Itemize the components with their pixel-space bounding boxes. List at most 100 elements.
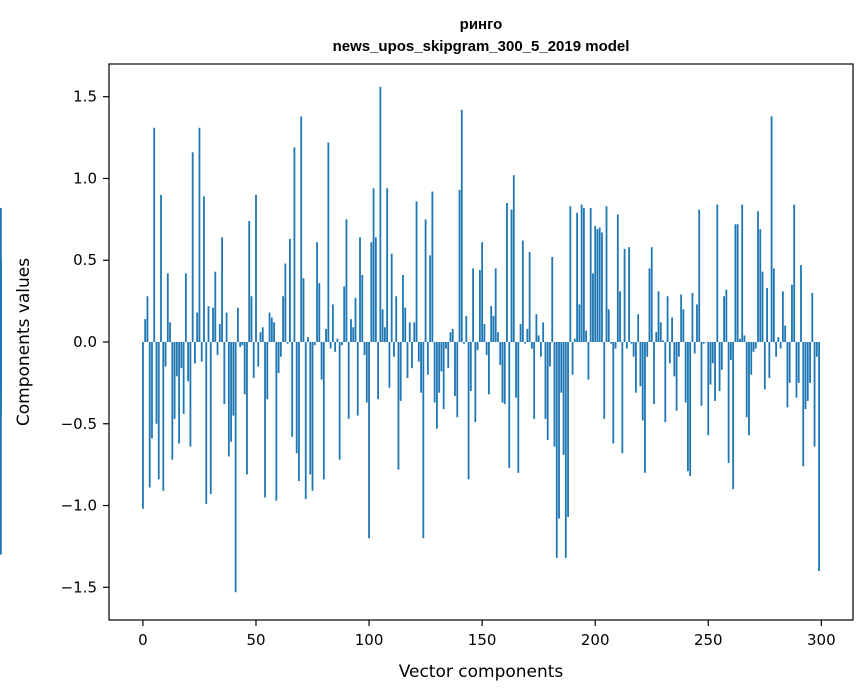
bar bbox=[381, 309, 384, 342]
bar bbox=[621, 342, 624, 454]
bar bbox=[797, 342, 800, 383]
bar bbox=[564, 342, 567, 558]
bar bbox=[411, 342, 413, 369]
bar bbox=[311, 342, 314, 491]
bar bbox=[815, 342, 818, 357]
bar bbox=[273, 322, 275, 342]
bar bbox=[657, 291, 660, 342]
bar bbox=[440, 342, 443, 372]
bar bbox=[216, 342, 219, 356]
bar bbox=[383, 327, 386, 342]
bar bbox=[191, 152, 194, 342]
bar bbox=[467, 342, 470, 480]
bar bbox=[800, 265, 802, 342]
bar bbox=[485, 342, 488, 356]
bar bbox=[761, 271, 764, 342]
bar bbox=[341, 342, 343, 346]
bar bbox=[234, 342, 237, 593]
bar bbox=[754, 342, 757, 349]
bar bbox=[732, 342, 735, 490]
bar bbox=[151, 342, 153, 439]
bar bbox=[757, 211, 759, 342]
bar bbox=[802, 342, 805, 467]
bar bbox=[488, 342, 490, 395]
bar bbox=[406, 342, 409, 378]
bar bbox=[438, 342, 441, 393]
bar bbox=[533, 342, 536, 419]
bar bbox=[243, 342, 246, 395]
bar bbox=[490, 306, 493, 342]
bar bbox=[725, 289, 728, 342]
bar bbox=[603, 342, 606, 419]
bar bbox=[237, 307, 239, 342]
bar bbox=[558, 342, 560, 519]
bar bbox=[512, 175, 515, 342]
bar bbox=[203, 196, 205, 342]
bar bbox=[569, 206, 572, 342]
y-tick-label: 1.0 bbox=[73, 169, 97, 187]
bar bbox=[698, 209, 701, 342]
bar bbox=[741, 204, 744, 342]
bar bbox=[327, 142, 330, 342]
bar bbox=[729, 342, 732, 360]
bar bbox=[623, 248, 626, 342]
bar bbox=[0, 296, 2, 342]
y-tick-label: 0.5 bbox=[73, 251, 97, 269]
chart-title: ринго bbox=[460, 16, 503, 33]
bar bbox=[277, 342, 280, 374]
x-tick-label: 250 bbox=[694, 631, 723, 649]
bar bbox=[207, 306, 210, 342]
bar bbox=[736, 224, 739, 342]
bar bbox=[331, 304, 334, 342]
bar bbox=[460, 109, 463, 342]
bar bbox=[295, 342, 298, 454]
bar bbox=[768, 342, 771, 378]
bar bbox=[417, 342, 420, 362]
bar bbox=[506, 203, 508, 342]
bar bbox=[578, 304, 581, 342]
bar bbox=[519, 324, 522, 342]
bar bbox=[153, 127, 156, 342]
bar bbox=[752, 342, 755, 352]
bar bbox=[644, 342, 646, 473]
bar bbox=[445, 342, 447, 349]
bar bbox=[601, 232, 603, 342]
bar bbox=[576, 212, 579, 342]
bar bbox=[404, 307, 407, 342]
bar bbox=[619, 291, 621, 342]
bar bbox=[451, 328, 454, 342]
bar bbox=[352, 327, 355, 342]
bar bbox=[379, 86, 382, 342]
bar bbox=[431, 191, 434, 342]
bar bbox=[607, 309, 610, 342]
bar bbox=[497, 332, 499, 342]
bar bbox=[142, 342, 144, 509]
bar bbox=[370, 242, 373, 342]
bar bbox=[232, 342, 235, 416]
bar bbox=[675, 342, 678, 411]
bar bbox=[635, 342, 637, 393]
bar bbox=[164, 342, 167, 367]
bar bbox=[745, 342, 748, 418]
bar bbox=[377, 342, 380, 400]
bar bbox=[739, 338, 741, 342]
bar bbox=[363, 342, 366, 356]
bar bbox=[318, 283, 321, 342]
y-axis-ticks: −1.5 −1.0 −0.5 0.0 0.5 1.0 1.5 bbox=[61, 88, 109, 596]
bar bbox=[214, 271, 217, 342]
bar bbox=[573, 338, 576, 342]
bar bbox=[239, 342, 242, 347]
bar bbox=[682, 309, 685, 342]
bar bbox=[454, 342, 456, 396]
bar bbox=[707, 342, 710, 436]
bar bbox=[270, 317, 273, 342]
bar bbox=[302, 278, 305, 342]
bar bbox=[395, 296, 398, 342]
bar bbox=[399, 342, 402, 401]
bar bbox=[632, 342, 635, 357]
x-tick-label: 300 bbox=[807, 631, 836, 649]
bar bbox=[501, 342, 504, 403]
bar bbox=[788, 342, 791, 383]
bar bbox=[393, 342, 395, 357]
bar bbox=[259, 332, 262, 342]
